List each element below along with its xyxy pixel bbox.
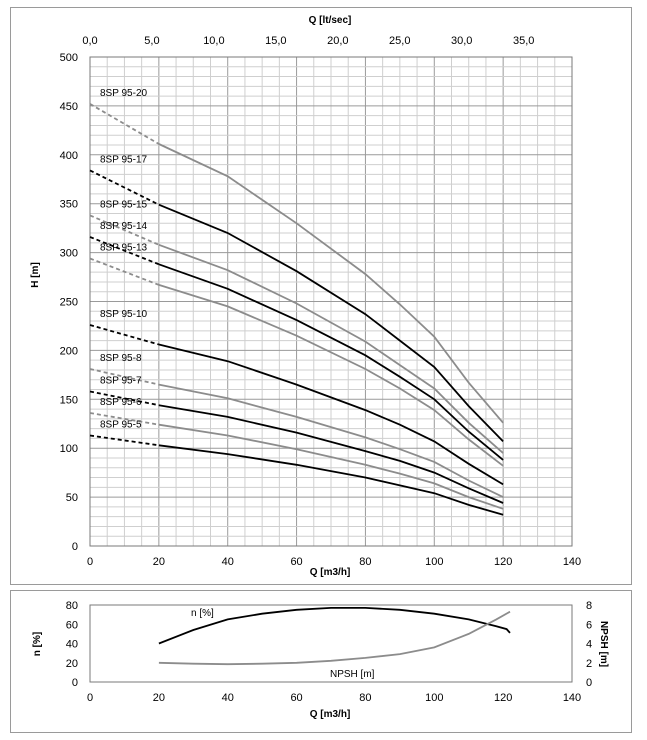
curve-dashed-segment: [89, 214, 160, 246]
x-tick-label: 40: [222, 556, 234, 568]
y-tick-label: 450: [60, 101, 78, 113]
y-axis-title: H [m]: [30, 262, 41, 288]
curve-line: [158, 404, 504, 504]
head-chart-grid: [89, 56, 573, 547]
bottom-y-axis-title: n [%]: [32, 632, 43, 656]
curve-label: 8SP 95-14: [100, 221, 148, 232]
head-curves: [89, 103, 504, 516]
bottom-chart-frame: [89, 604, 573, 683]
x-tick-label: 120: [494, 556, 512, 568]
bottom-plot-border: [89, 604, 573, 683]
x2-tick-label: 15,0: [265, 35, 286, 47]
bottom-y2-axis-title: NPSH [m]: [598, 621, 609, 667]
bottom-y2-tick-label: 4: [586, 639, 592, 651]
y-tick-label: 100: [60, 443, 78, 455]
y-tick-label: 350: [60, 199, 78, 211]
curve-label: 8SP 95-15: [100, 199, 148, 210]
bottom-x-tick-label: 120: [494, 692, 512, 704]
bottom-chart-ticks: 0 20 40 60 80 100 120 140 0 20 40 60 80 0 2 4 6 8: [66, 600, 592, 704]
efficiency-curve: [158, 607, 511, 645]
curve-label: 8SP 95-6: [100, 397, 142, 408]
curve-dashed-segment: [89, 390, 160, 407]
bottom-y2-tick-label: 8: [586, 600, 592, 612]
bottom-y2-tick-label: 0: [586, 677, 592, 689]
curve-line: [158, 423, 504, 510]
bottom-y-tick-label: 40: [66, 639, 78, 651]
curve-line: [158, 143, 504, 424]
x2-tick-label: 30,0: [451, 35, 472, 47]
y-tick-label: 300: [60, 248, 78, 260]
x-tick-label: 100: [425, 556, 443, 568]
bottom-x-tick-label: 0: [87, 692, 93, 704]
curve-dashed-segment: [89, 368, 160, 386]
x2-tick-label: 5,0: [144, 35, 159, 47]
x2-tick-label: 10,0: [203, 35, 224, 47]
curve-line: [158, 203, 504, 443]
curve-dashed-segment: [89, 236, 160, 266]
bottom-y-tick-label: 80: [66, 600, 78, 612]
y-tick-label: 500: [60, 52, 78, 64]
curve-line: [158, 444, 504, 516]
bottom-x-tick-label: 80: [359, 692, 371, 704]
x2-tick-label: 25,0: [389, 35, 410, 47]
curve-line: [158, 383, 504, 498]
head-flow-chart: 8SP 95-20 8SP 95-17 8SP 95-15 8SP 95-14 8SP …: [30, 15, 582, 578]
efficiency-curve-label: n [%]: [191, 608, 214, 619]
efficiency-npsh-curves: [158, 607, 511, 666]
bottom-x-tick-label: 20: [153, 692, 165, 704]
npsh-curve: [158, 610, 511, 666]
curve-line: [158, 284, 504, 467]
x-tick-label: 140: [563, 556, 581, 568]
y-tick-label: 400: [60, 150, 78, 162]
x2-tick-label: 0,0: [82, 35, 97, 47]
head-curve-panel: [10, 7, 632, 585]
curve-line: [158, 263, 504, 461]
curve-line: [158, 343, 504, 486]
bottom-y-tick-label: 0: [72, 677, 78, 689]
y-tick-label: 150: [60, 394, 78, 406]
y-tick-label: 0: [72, 541, 78, 553]
x-tick-label: 20: [153, 556, 165, 568]
curve-dashed-segment: [89, 412, 160, 426]
head-chart-ticks: 0 20 40 60 80 100 120 140 0 50 100 150 200 250 300 350 4…: [60, 35, 582, 568]
curve-label: 8SP 95-5: [100, 419, 142, 430]
curve-dashed-segment: [89, 324, 160, 346]
curve-label: 8SP 95-13: [100, 242, 148, 253]
x-tick-label: 60: [290, 556, 302, 568]
bottom-x-axis-title: Q [m3/h]: [310, 709, 351, 720]
x2-tick-label: 35,0: [513, 35, 534, 47]
curve-dashed-segment: [89, 257, 160, 286]
x-axis-title: Q [m3/h]: [310, 567, 351, 578]
bottom-y2-tick-label: 2: [586, 658, 592, 670]
curve-label: 8SP 95-7: [100, 375, 142, 386]
bottom-x-tick-label: 140: [563, 692, 581, 704]
curve-dashed-segment: [89, 434, 160, 447]
curve-dashed-segment: [89, 103, 160, 145]
bottom-x-tick-label: 100: [425, 692, 443, 704]
plot-area-border: [89, 56, 573, 547]
bottom-y-tick-label: 60: [66, 619, 78, 631]
curve-label: 8SP 95-8: [100, 353, 142, 364]
x2-axis-title: Q [lt/sec]: [309, 15, 352, 26]
bottom-x-tick-label: 60: [290, 692, 302, 704]
npsh-curve-label: NPSH [m]: [330, 669, 375, 680]
x-tick-label: 80: [359, 556, 371, 568]
curve-label: 8SP 95-20: [100, 88, 148, 99]
y-tick-label: 250: [60, 297, 78, 309]
curve-dashed-segment: [89, 169, 160, 206]
curve-label: 8SP 95-10: [100, 309, 148, 320]
bottom-y2-tick-label: 6: [586, 619, 592, 631]
x2-tick-label: 20,0: [327, 35, 348, 47]
x-tick-label: 0: [87, 556, 93, 568]
y-tick-label: 50: [66, 492, 78, 504]
head-curve-labels: 8SP 95-20 8SP 95-17 8SP 95-15 8SP 95-14 8SP …: [100, 88, 148, 431]
y-tick-label: 200: [60, 345, 78, 357]
curve-line: [158, 243, 504, 454]
bottom-y-tick-label: 20: [66, 658, 78, 670]
bottom-x-tick-label: 40: [222, 692, 234, 704]
curve-label: 8SP 95-17: [100, 154, 148, 165]
